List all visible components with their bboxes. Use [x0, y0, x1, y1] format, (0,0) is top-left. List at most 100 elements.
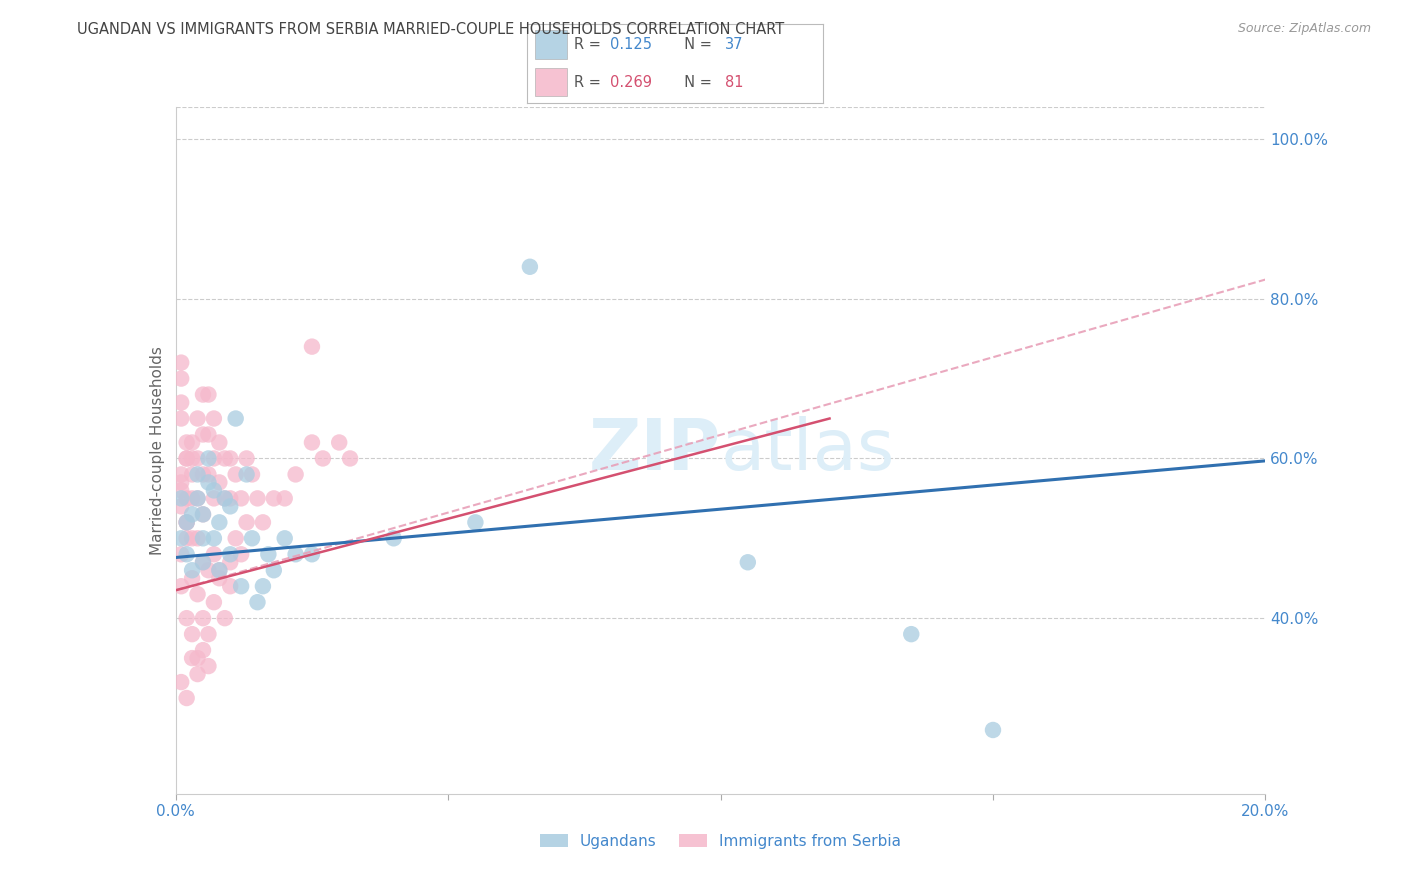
- Point: [170, 547, 193, 561]
- Text: atlas: atlas: [721, 416, 896, 485]
- Point: [219, 555, 242, 569]
- Point: [191, 555, 214, 569]
- Point: [181, 563, 204, 577]
- Point: [191, 508, 214, 522]
- Point: [191, 555, 214, 569]
- Point: [231, 547, 253, 561]
- Point: [263, 491, 285, 506]
- Point: [464, 516, 486, 530]
- Point: [284, 467, 307, 482]
- Point: [170, 475, 193, 490]
- Point: [284, 547, 307, 561]
- Point: [170, 579, 193, 593]
- Point: [519, 260, 541, 274]
- Point: [181, 627, 204, 641]
- Point: [328, 435, 350, 450]
- Text: N =: N =: [675, 75, 717, 90]
- Point: [170, 531, 193, 545]
- Point: [170, 491, 193, 506]
- Point: [170, 356, 193, 370]
- Point: [181, 451, 204, 466]
- Point: [197, 475, 219, 490]
- Point: [214, 491, 236, 506]
- Point: [197, 387, 219, 401]
- Point: [181, 508, 204, 522]
- Point: [181, 491, 204, 506]
- Point: [301, 340, 323, 354]
- Point: [186, 651, 209, 665]
- Point: [312, 451, 335, 466]
- Point: [181, 467, 204, 482]
- Point: [274, 531, 297, 545]
- FancyBboxPatch shape: [534, 30, 567, 59]
- Point: [181, 435, 204, 450]
- Point: [208, 516, 231, 530]
- Point: [170, 467, 193, 482]
- Point: [382, 531, 405, 545]
- Point: [274, 491, 297, 506]
- Point: [176, 531, 198, 545]
- Point: [186, 451, 209, 466]
- Text: 37: 37: [725, 37, 744, 52]
- Point: [186, 531, 209, 545]
- Point: [191, 611, 214, 625]
- Point: [202, 595, 225, 609]
- Point: [176, 516, 198, 530]
- Text: R =: R =: [575, 75, 606, 90]
- Point: [231, 579, 253, 593]
- Point: [197, 659, 219, 673]
- Point: [186, 467, 209, 482]
- Point: [170, 483, 193, 498]
- Point: [176, 611, 198, 625]
- Point: [191, 643, 214, 657]
- Point: [208, 475, 231, 490]
- Point: [240, 531, 263, 545]
- Point: [202, 491, 225, 506]
- Point: [202, 531, 225, 545]
- Text: Source: ZipAtlas.com: Source: ZipAtlas.com: [1237, 22, 1371, 36]
- Point: [981, 723, 1004, 737]
- Point: [219, 451, 242, 466]
- FancyBboxPatch shape: [534, 68, 567, 96]
- Point: [191, 508, 214, 522]
- Point: [235, 467, 257, 482]
- Point: [737, 555, 759, 569]
- Point: [191, 531, 214, 545]
- Point: [208, 563, 231, 577]
- Text: 0.269: 0.269: [610, 75, 652, 90]
- Point: [225, 531, 247, 545]
- Text: ZIP: ZIP: [588, 416, 721, 485]
- Point: [257, 547, 280, 561]
- Point: [181, 651, 204, 665]
- Point: [900, 627, 922, 641]
- Point: [202, 451, 225, 466]
- Point: [176, 516, 198, 530]
- Point: [219, 500, 242, 514]
- Point: [181, 571, 204, 585]
- Point: [176, 451, 198, 466]
- Point: [176, 451, 198, 466]
- Point: [235, 451, 257, 466]
- Point: [176, 516, 198, 530]
- Point: [202, 411, 225, 425]
- Point: [170, 500, 193, 514]
- Point: [301, 435, 323, 450]
- Point: [170, 411, 193, 425]
- Point: [197, 427, 219, 442]
- Point: [202, 483, 225, 498]
- Point: [246, 595, 269, 609]
- Point: [214, 451, 236, 466]
- Point: [246, 491, 269, 506]
- Point: [197, 563, 219, 577]
- Point: [252, 579, 274, 593]
- Point: [208, 435, 231, 450]
- Point: [191, 387, 214, 401]
- Point: [197, 467, 219, 482]
- Point: [219, 547, 242, 561]
- Text: 81: 81: [725, 75, 744, 90]
- Point: [197, 451, 219, 466]
- Point: [186, 491, 209, 506]
- Point: [176, 691, 198, 706]
- Legend: Ugandans, Immigrants from Serbia: Ugandans, Immigrants from Serbia: [534, 828, 907, 855]
- Point: [235, 516, 257, 530]
